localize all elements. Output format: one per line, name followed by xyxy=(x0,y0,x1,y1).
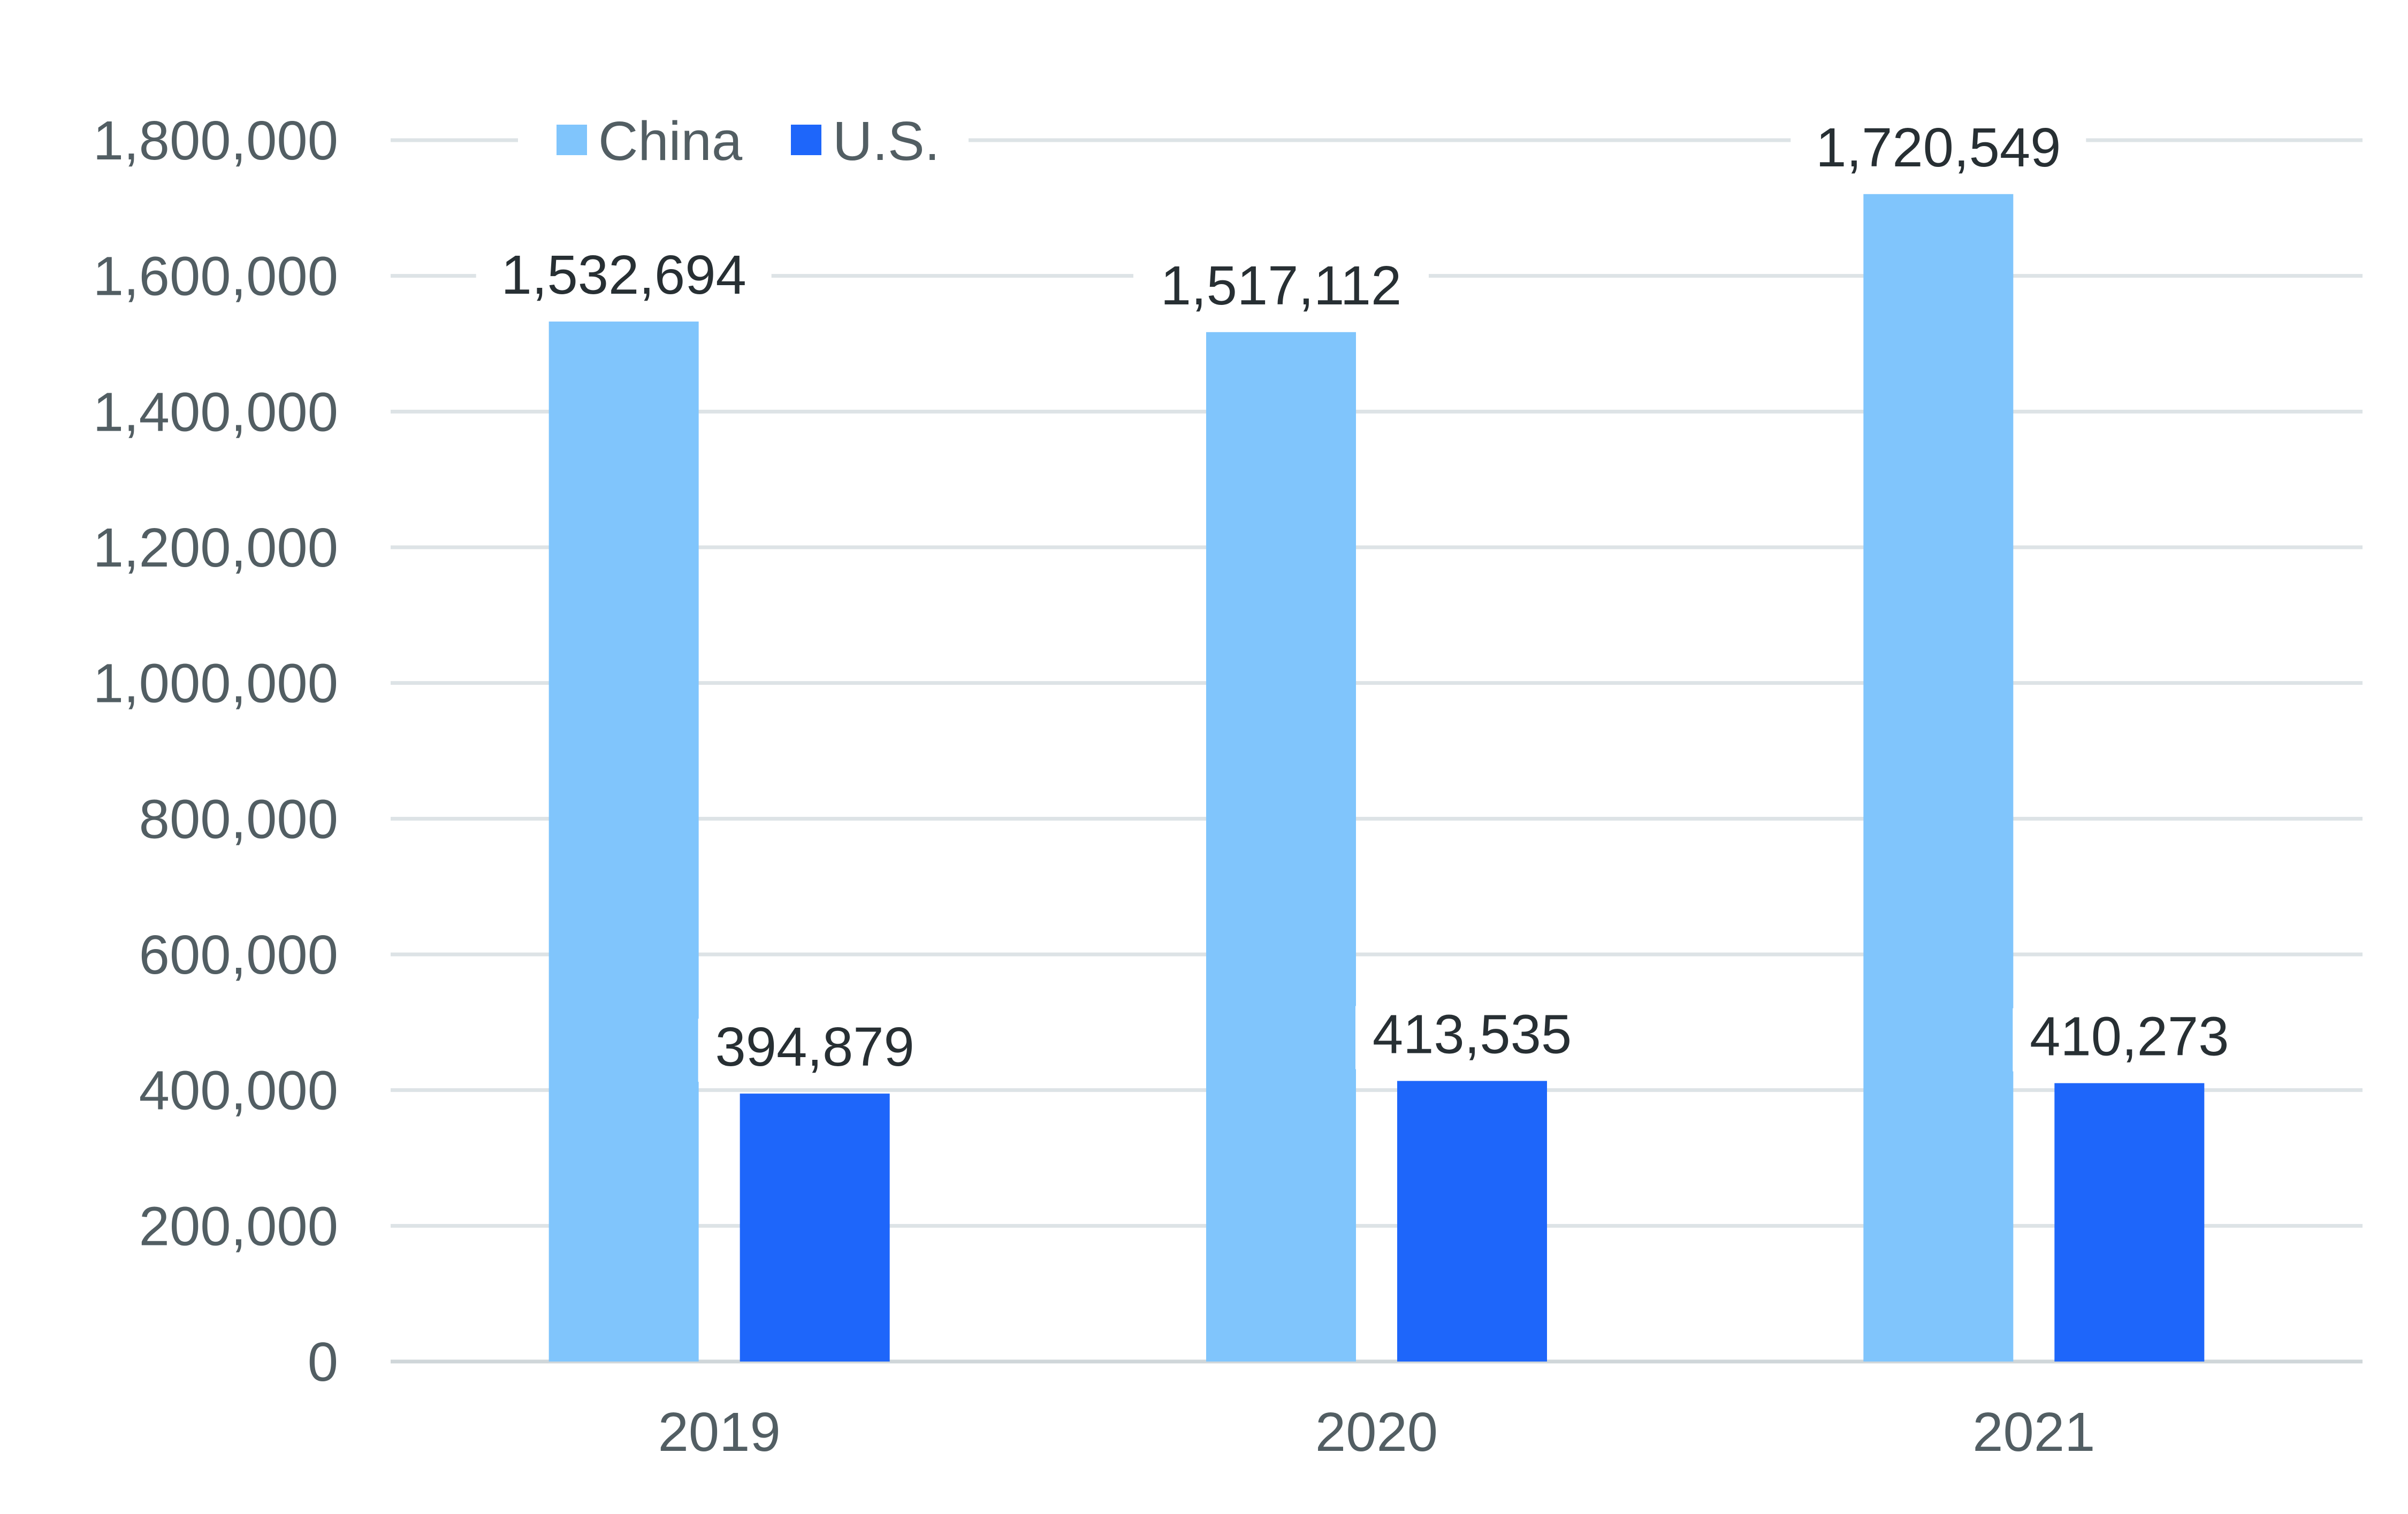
y-axis-tick-labels: 0 200,000 400,000 600,000 800,000 1,000,000 1,… xyxy=(93,110,338,1393)
legend-label-us: U.S. xyxy=(833,110,940,172)
data-label-background xyxy=(698,1019,932,1082)
y-tick-label: 400,000 xyxy=(139,1060,338,1121)
legend: China U.S. xyxy=(518,102,969,182)
data-label-china-2021: 1,720,549 xyxy=(1816,117,2061,178)
bar-china-2019 xyxy=(548,322,699,1362)
data-label-us-2020: 413,535 xyxy=(1373,1003,1572,1065)
x-tick-label: 2019 xyxy=(658,1401,781,1463)
data-label-us-2019: 394,879 xyxy=(715,1016,915,1077)
bar-china-2021 xyxy=(1863,194,2014,1362)
y-tick-label: 1,400,000 xyxy=(93,381,338,442)
data-labels: 1,532,694 394,879 1,517,112 413,535 1,720,54… xyxy=(476,117,2246,1082)
data-label-background xyxy=(1133,257,1429,320)
bar-us-2021 xyxy=(2054,1083,2205,1362)
x-axis-tick-labels: 2019 2020 2021 xyxy=(658,1401,2095,1463)
y-tick-label: 1,000,000 xyxy=(93,653,338,714)
data-label-background xyxy=(1790,119,2086,182)
data-label-china-2019: 1,532,694 xyxy=(501,244,746,305)
bars xyxy=(548,194,2205,1362)
legend-background xyxy=(518,102,969,182)
data-label-background xyxy=(2013,1008,2246,1072)
bar-china-2020 xyxy=(1206,332,1356,1362)
data-label-background xyxy=(476,247,772,310)
y-tick-label: 0 xyxy=(308,1331,338,1393)
data-label-china-2020: 1,517,112 xyxy=(1161,255,1402,316)
legend-swatch-us xyxy=(791,125,821,155)
y-tick-label: 1,600,000 xyxy=(93,246,338,307)
y-tick-label: 600,000 xyxy=(139,924,338,985)
x-tick-label: 2020 xyxy=(1315,1401,1438,1463)
legend-label-china: China xyxy=(598,110,743,172)
x-tick-label: 2021 xyxy=(1972,1401,2095,1463)
legend-swatch-china xyxy=(557,125,587,155)
y-tick-label: 200,000 xyxy=(139,1195,338,1257)
bar-us-2020 xyxy=(1397,1081,1547,1362)
y-tick-label: 1,800,000 xyxy=(93,110,338,171)
y-tick-label: 1,200,000 xyxy=(93,517,338,578)
data-label-us-2021: 410,273 xyxy=(2030,1006,2229,1067)
y-tick-label: 800,000 xyxy=(139,788,338,850)
data-label-background xyxy=(1355,1006,1589,1069)
bar-us-2019 xyxy=(740,1094,890,1362)
